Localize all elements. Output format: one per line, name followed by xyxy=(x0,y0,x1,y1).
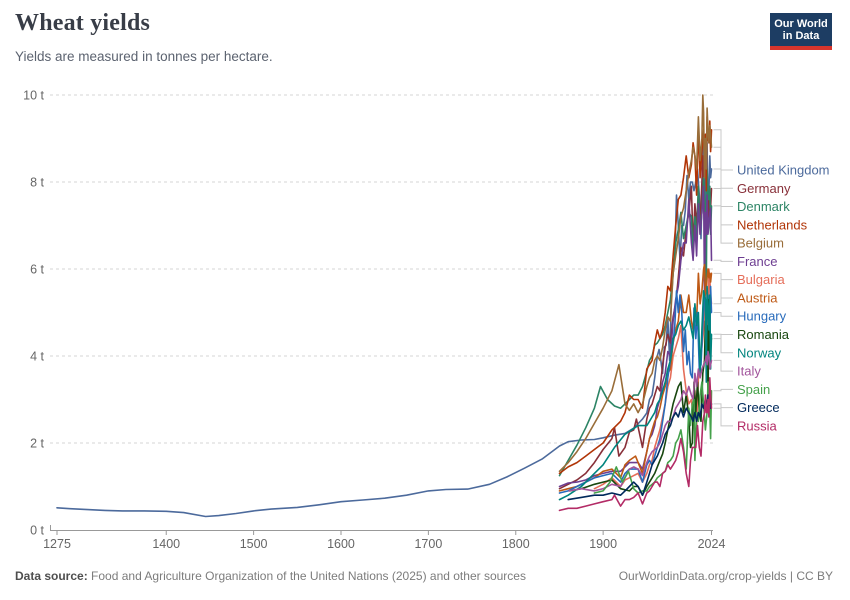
owid-url-link[interactable]: OurWorldinData.org/crop-yields xyxy=(618,569,787,583)
footer-citation: OurWorldinData.org/crop-yields | CC BY xyxy=(619,569,833,583)
y-axis-label-10t: 10 t xyxy=(23,89,44,103)
data-source-label: Data source: xyxy=(15,569,88,583)
y-axis-label-2t: 2 t xyxy=(30,437,44,451)
legend-label-russia[interactable]: Russia xyxy=(737,418,778,433)
data-source-note: Data source: Food and Agriculture Organi… xyxy=(15,569,526,583)
legend-connector-denmark xyxy=(713,205,733,208)
legend-label-bulgaria[interactable]: Bulgaria xyxy=(737,272,785,287)
legend-label-italy[interactable]: Italy xyxy=(737,364,761,379)
legend-connector-russia xyxy=(713,407,733,427)
legend-label-greece[interactable]: Greece xyxy=(737,400,780,415)
legend-label-france[interactable]: France xyxy=(737,254,777,269)
legend-label-belgium[interactable]: Belgium xyxy=(737,236,784,251)
series-line-denmark xyxy=(558,168,713,477)
chart-footer: Data source: Food and Agriculture Organi… xyxy=(15,569,833,583)
legend-connector-bulgaria xyxy=(713,279,733,305)
x-axis-label-2024: 2024 xyxy=(698,537,726,551)
legend-label-romania[interactable]: Romania xyxy=(737,327,790,342)
x-axis-label-1800: 1800 xyxy=(502,537,530,551)
x-axis-label-1275: 1275 xyxy=(43,537,71,551)
series-line-france xyxy=(558,185,713,488)
series-line-united-kingdom xyxy=(56,137,713,518)
series-line-norway xyxy=(558,285,713,501)
series-line-germany xyxy=(558,155,713,490)
series-line-italy xyxy=(568,350,713,492)
legend-label-germany[interactable]: Germany xyxy=(737,181,791,196)
owid-logo-text: Our World in Data xyxy=(774,17,828,42)
owid-logo[interactable]: Our World in Data xyxy=(770,13,832,50)
x-axis-label-1600: 1600 xyxy=(327,537,355,551)
legend-label-united-kingdom[interactable]: United Kingdom xyxy=(737,163,830,178)
legend-label-denmark[interactable]: Denmark xyxy=(737,199,790,214)
legend-label-norway[interactable]: Norway xyxy=(737,345,782,360)
license-text: | CC BY xyxy=(786,569,833,583)
x-axis-label-1900: 1900 xyxy=(589,537,617,551)
legend-connector-netherlands xyxy=(713,129,733,226)
legend-connector-united-kingdom xyxy=(713,168,733,171)
series-line-belgium xyxy=(558,94,713,473)
series-line-austria xyxy=(558,263,713,492)
y-axis-label-6t: 6 t xyxy=(30,263,44,277)
legend-connector-belgium xyxy=(713,146,733,244)
legend-connector-greece xyxy=(713,403,733,409)
legend-connector-norway xyxy=(713,333,733,354)
legend-connector-austria xyxy=(713,272,733,299)
y-axis-label-8t: 8 t xyxy=(30,176,44,190)
legend-connector-france xyxy=(713,259,733,262)
legend-label-austria[interactable]: Austria xyxy=(737,290,778,305)
page-title: Wheat yields xyxy=(15,10,151,36)
legend-connector-italy xyxy=(713,359,733,372)
x-axis-label-1400: 1400 xyxy=(152,537,180,551)
legend-label-netherlands[interactable]: Netherlands xyxy=(737,217,808,232)
x-axis-label-1700: 1700 xyxy=(414,537,442,551)
legend-connector-spain xyxy=(713,388,733,392)
series-line-greece xyxy=(567,394,713,501)
legend-connector-hungary xyxy=(713,312,733,317)
y-axis-label-0t: 0 t xyxy=(30,524,44,538)
chart-subtitle: Yields are measured in tonnes per hectar… xyxy=(15,49,273,64)
y-axis-label-4t: 4 t xyxy=(30,350,44,364)
series-line-russia xyxy=(558,376,713,512)
legend-label-hungary[interactable]: Hungary xyxy=(737,309,787,324)
x-axis-label-1500: 1500 xyxy=(240,537,268,551)
legend-connector-romania xyxy=(713,334,733,340)
legend-label-spain[interactable]: Spain xyxy=(737,382,770,397)
